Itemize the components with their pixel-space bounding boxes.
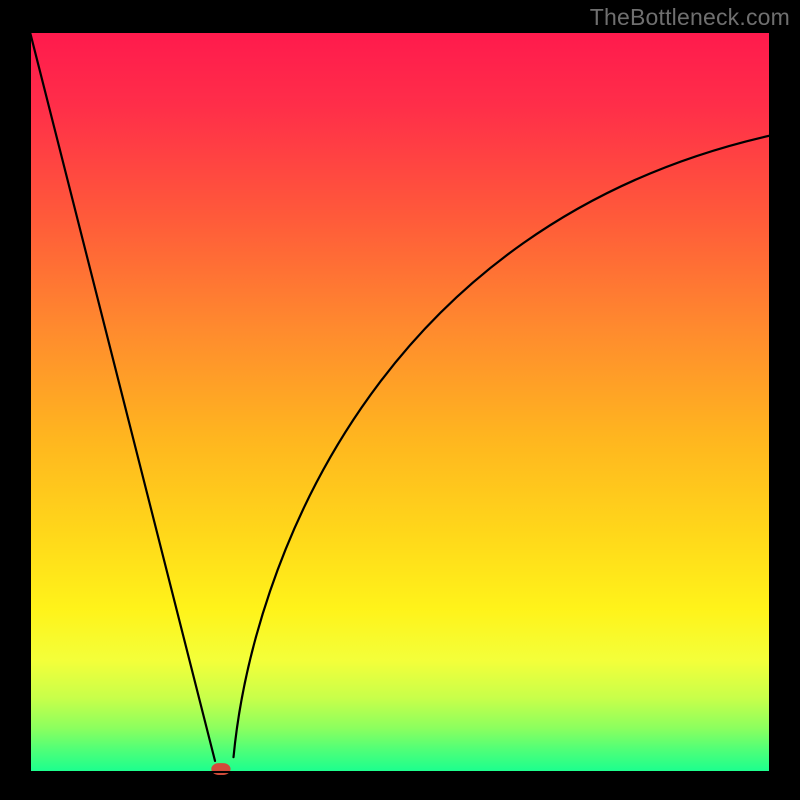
optimal-point-marker: [211, 763, 230, 775]
watermark-label: TheBottleneck.com: [590, 4, 790, 31]
plot-background: [30, 32, 770, 772]
bottleneck-chart: [0, 0, 800, 800]
chart-container: TheBottleneck.com: [0, 0, 800, 800]
